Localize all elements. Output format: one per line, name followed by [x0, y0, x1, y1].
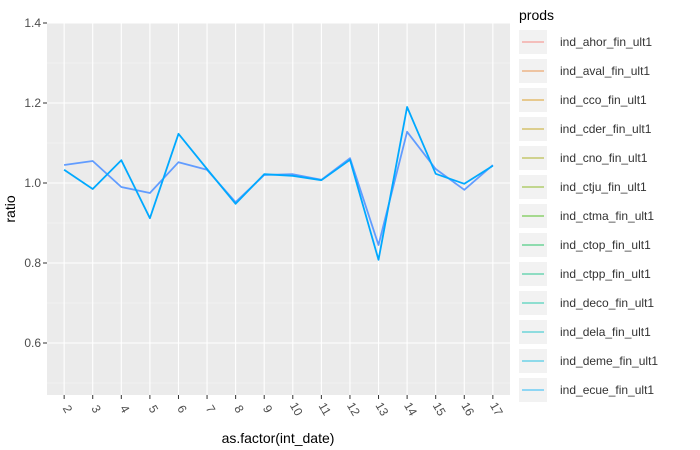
minor-gridlines — [47, 62, 510, 384]
legend-item[interactable]: ind_ctop_fin_ult1 — [519, 233, 651, 257]
x-axis-ticks: 2 3 4 5 6 7 8 9 10 11 12 13 14 15 16 17 — [60, 395, 506, 419]
legend-item[interactable]: ind_ctpp_fin_ult1 — [519, 262, 651, 286]
x-tick-label: 4 — [117, 403, 133, 416]
legend: ind_ahor_fin_ult1 ind_aval_fin_ult1 ind_cc… — [519, 30, 658, 402]
legend-label: ind_ecue_fin_ult1 — [560, 383, 654, 397]
series-line-2 — [63, 106, 494, 261]
legend-item[interactable]: ind_ecue_fin_ult1 — [519, 378, 654, 402]
legend-item[interactable]: ind_aval_fin_ult1 — [519, 59, 650, 83]
legend-label: ind_aval_fin_ult1 — [560, 64, 650, 78]
x-tick-label: 12 — [344, 400, 363, 419]
legend-label: ind_ahor_fin_ult1 — [560, 35, 652, 49]
y-tick-label: 0.6 — [24, 336, 41, 350]
legend-item[interactable]: ind_ctma_fin_ult1 — [519, 204, 654, 228]
major-gridlines — [47, 22, 510, 395]
legend-label: ind_deco_fin_ult1 — [560, 296, 654, 310]
legend-item[interactable]: ind_dela_fin_ult1 — [519, 320, 651, 344]
x-tick-label: 13 — [373, 400, 392, 419]
legend-label: ind_deme_fin_ult1 — [560, 354, 658, 368]
legend-label: ind_cder_fin_ult1 — [560, 122, 652, 136]
x-tick-label: 11 — [316, 400, 335, 418]
legend-label: ind_cco_fin_ult1 — [560, 93, 647, 107]
x-tick-label: 16 — [458, 400, 477, 419]
legend-label: ind_ctma_fin_ult1 — [560, 209, 654, 223]
x-tick-label: 17 — [487, 400, 506, 419]
series-layer — [63, 106, 494, 261]
y-axis-title: ratio — [2, 195, 18, 222]
x-tick-label: 10 — [287, 400, 306, 419]
x-tick-label: 6 — [174, 403, 190, 416]
y-tick-label: 1.2 — [24, 96, 41, 110]
y-tick-label: 1.0 — [24, 176, 41, 190]
x-tick-label: 14 — [401, 400, 420, 419]
legend-title: prods — [519, 7, 554, 23]
y-axis-ticks: 0.6 0.8 1.0 1.2 1.4 — [24, 16, 47, 350]
x-tick-label: 3 — [88, 403, 104, 416]
legend-item[interactable]: ind_deco_fin_ult1 — [519, 291, 654, 315]
plot-panel — [47, 23, 510, 395]
x-tick-label: 9 — [260, 403, 276, 416]
x-tick-label: 15 — [430, 400, 449, 419]
x-tick-label: 7 — [203, 403, 219, 416]
legend-label: ind_cno_fin_ult1 — [560, 151, 648, 165]
legend-item[interactable]: ind_cno_fin_ult1 — [519, 146, 648, 170]
legend-label: ind_dela_fin_ult1 — [560, 325, 651, 339]
legend-label: ind_ctop_fin_ult1 — [560, 238, 651, 252]
x-tick-label: 8 — [231, 403, 247, 416]
legend-item[interactable]: ind_deme_fin_ult1 — [519, 349, 658, 373]
legend-item[interactable]: ind_ctju_fin_ult1 — [519, 175, 647, 199]
y-tick-label: 0.8 — [24, 256, 41, 270]
legend-item[interactable]: ind_ahor_fin_ult1 — [519, 30, 652, 54]
legend-label: ind_ctju_fin_ult1 — [560, 180, 647, 194]
x-axis-title: as.factor(int_date) — [222, 430, 335, 446]
x-tick-label: 2 — [60, 403, 76, 416]
legend-label: ind_ctpp_fin_ult1 — [560, 267, 651, 281]
x-tick-label: 5 — [146, 403, 162, 416]
legend-item[interactable]: ind_cco_fin_ult1 — [519, 88, 647, 112]
legend-item[interactable]: ind_cder_fin_ult1 — [519, 117, 652, 141]
y-tick-label: 1.4 — [24, 16, 41, 30]
